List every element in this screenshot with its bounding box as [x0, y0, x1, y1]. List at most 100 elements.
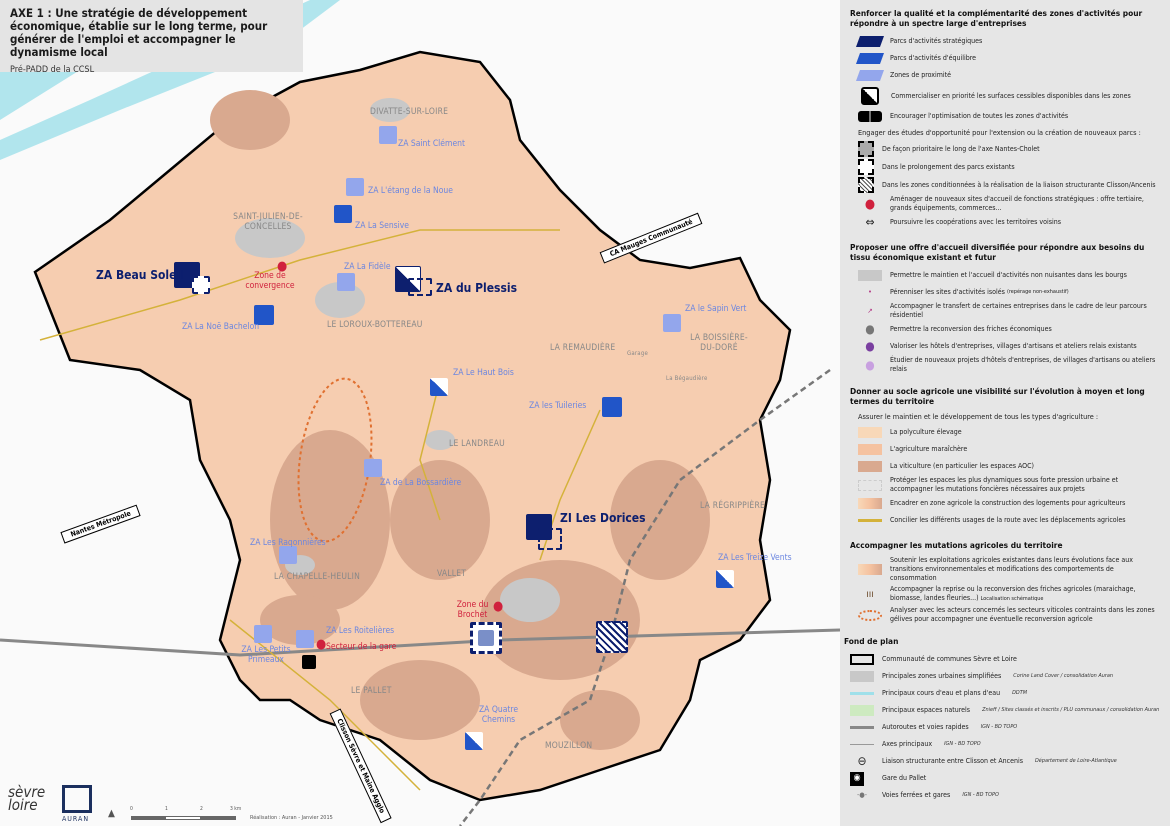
legend-section-title: Accompagner les mutations agricoles du t…: [850, 540, 1063, 550]
zone-square[interactable]: [334, 205, 352, 223]
strategic-site-label: Zone du Brochet: [456, 600, 489, 620]
pin-icon: ●: [493, 599, 504, 614]
extension-square[interactable]: [192, 276, 210, 294]
title-box: AXE 1 : Une stratégie de développement é…: [0, 0, 303, 75]
auran-logo: AURAN: [62, 815, 90, 823]
legend-item: Encadrer en zone agricole la constructio…: [850, 496, 1162, 511]
support-farms-swatch: [858, 564, 882, 575]
legend-item: Parcs d'activités d'équilibre: [850, 51, 1162, 66]
zone-label: ZA L'étang de la Noue: [368, 186, 453, 196]
map[interactable]: AXE 1 : Une stratégie de développement é…: [0, 0, 840, 826]
priority-extension-core: [478, 630, 494, 646]
zone-label: ZA les Tuileries: [529, 401, 587, 411]
legend-item: Dans les zones conditionnées à la réalis…: [850, 177, 1162, 193]
legend-item: ● Aménager de nouveaux sites d'accueil de…: [850, 195, 1162, 213]
place-label: La Bégaudière: [666, 375, 708, 382]
zone-square[interactable]: [716, 570, 734, 588]
highway: [0, 628, 840, 657]
scale-label: 0: [130, 806, 133, 812]
legend-item: Communauté de communes Sèvre et Loire: [850, 652, 1162, 667]
brownfield-icon: ●: [865, 322, 875, 336]
legend-item: L'agriculture maraîchère: [850, 442, 1162, 457]
zone-square[interactable]: [279, 546, 297, 564]
boundary-swatch: [850, 654, 874, 665]
legend-item: La viticulture (en particulier les espac…: [850, 459, 1162, 474]
zone-label: ZA Le Haut Bois: [453, 368, 514, 378]
extension-swatch: [858, 159, 874, 175]
main-road-swatch: [850, 744, 874, 745]
station-icon: ◉: [850, 771, 864, 786]
legend-item: Zones de proximité: [850, 68, 1162, 83]
zone-square[interactable]: [465, 732, 483, 750]
zone-square[interactable]: [346, 178, 364, 196]
town-label: LA BOISSIÈRE-DU-DORÉ: [690, 333, 748, 353]
zone-square[interactable]: [379, 126, 397, 144]
double-arrow-icon: ⇔: [865, 215, 875, 229]
proximity-zone-swatch: [855, 70, 885, 81]
strategic-site-label: Secteur de la gare: [326, 642, 397, 652]
agricultural-road-swatch: [858, 519, 882, 522]
scale-label: 2: [200, 806, 203, 812]
urban-areas: [235, 98, 560, 622]
auran-logo-mark: [62, 785, 92, 813]
urban-activities-swatch: [858, 270, 882, 281]
zone-label: ZA Quatre Chemins: [478, 705, 519, 725]
scale-bar: [131, 816, 236, 820]
balance-park-swatch: [855, 53, 885, 64]
legend-item: ● Valoriser les hôtels d'entreprises, vil…: [850, 339, 1162, 354]
legend-item: Encourager l'optimisation de toutes les …: [850, 109, 1162, 124]
transfer-icon: ↗: [867, 306, 873, 315]
zone-label: ZI Les Dorices: [560, 511, 646, 525]
sevre-loire-logo: sèvre loire: [8, 783, 46, 814]
highway-swatch: [850, 726, 874, 729]
water-swatch: [850, 692, 874, 695]
place-label: Garage: [627, 350, 648, 357]
frost-zone-swatch: [858, 609, 882, 621]
zone-square[interactable]: [364, 459, 382, 477]
zone-square[interactable]: [254, 305, 274, 325]
north-arrow-icon: ▲: [108, 808, 115, 819]
extension-square[interactable]: [408, 278, 432, 296]
zone-square[interactable]: [430, 378, 448, 396]
town-label: LA RÉGRIPPIÈRE: [700, 501, 765, 511]
legend-section-title: Fond de plan: [844, 636, 899, 646]
legend-item: Analyser avec les acteurs concernés les …: [850, 606, 1162, 624]
legend-section-title: Renforcer la qualité et la complémentari…: [850, 8, 1143, 28]
zone-label: ZA Les Treize Vents: [718, 553, 792, 563]
legend-item: ↗ Accompagner le transfert de certaines e…: [850, 302, 1162, 320]
legend-item: Concilier les différents usages de la ro…: [850, 513, 1162, 528]
priority-extension-swatch: [858, 141, 874, 157]
conditional-zone-square[interactable]: [596, 621, 628, 653]
viticulture-swatch: [858, 461, 882, 472]
legend-item: Autoroutes et voies rapides IGN - BD TOPO: [850, 720, 1162, 735]
legend-item: Principaux cours d'eau et plans d'eau DDT…: [850, 686, 1162, 701]
town-label: SAINT-JULIEN-DE-CONCELLES: [233, 212, 303, 232]
zone-square[interactable]: [663, 314, 681, 332]
business-hotel-icon: ●: [865, 339, 875, 353]
zone-square[interactable]: [602, 397, 622, 417]
legend-item: • Pérenniser les sites d'activités isolés…: [850, 285, 1162, 300]
zone-square[interactable]: [337, 273, 355, 291]
priority-extension-square[interactable]: [470, 622, 502, 654]
maraichage-swatch: [858, 444, 882, 455]
legend-item: ııı Accompagner la reprise ou la reconver…: [850, 585, 1162, 604]
legend-panel: Renforcer la qualité et la complémentari…: [840, 0, 1170, 826]
town-label: LE LOROUX-BOTTEREAU: [327, 320, 423, 330]
legend-item: Dans le prolongement des parcs existants: [850, 159, 1162, 175]
legend-item: Principales zones urbaines simplifiées Co…: [850, 669, 1162, 684]
credit: Réalisation : Auran - Janvier 2015: [250, 815, 333, 821]
pressure-zone-swatch: [858, 479, 882, 491]
map-title: AXE 1 : Une stratégie de développement é…: [10, 6, 268, 59]
legend-item: Axes principaux IGN - BD TOPO: [850, 737, 1162, 752]
town-label: LA REMAUDIÈRE: [550, 343, 616, 353]
legend-section-title: Donner au socle agricole une visibilité …: [850, 386, 1145, 406]
zone-label: ZA Les Petits Primeaux: [241, 645, 291, 665]
zone-square[interactable]: [296, 630, 314, 648]
extension-square[interactable]: [538, 528, 562, 550]
zone-square[interactable]: [254, 625, 272, 643]
link-road-icon: ⊖: [857, 754, 867, 768]
zone-label: ZA Les Raqonnières: [250, 538, 326, 548]
town-label: LE LANDREAU: [449, 439, 505, 449]
zone-label: ZA La Noë Bachelon: [182, 322, 260, 332]
isolated-site-icon: •: [868, 288, 872, 296]
